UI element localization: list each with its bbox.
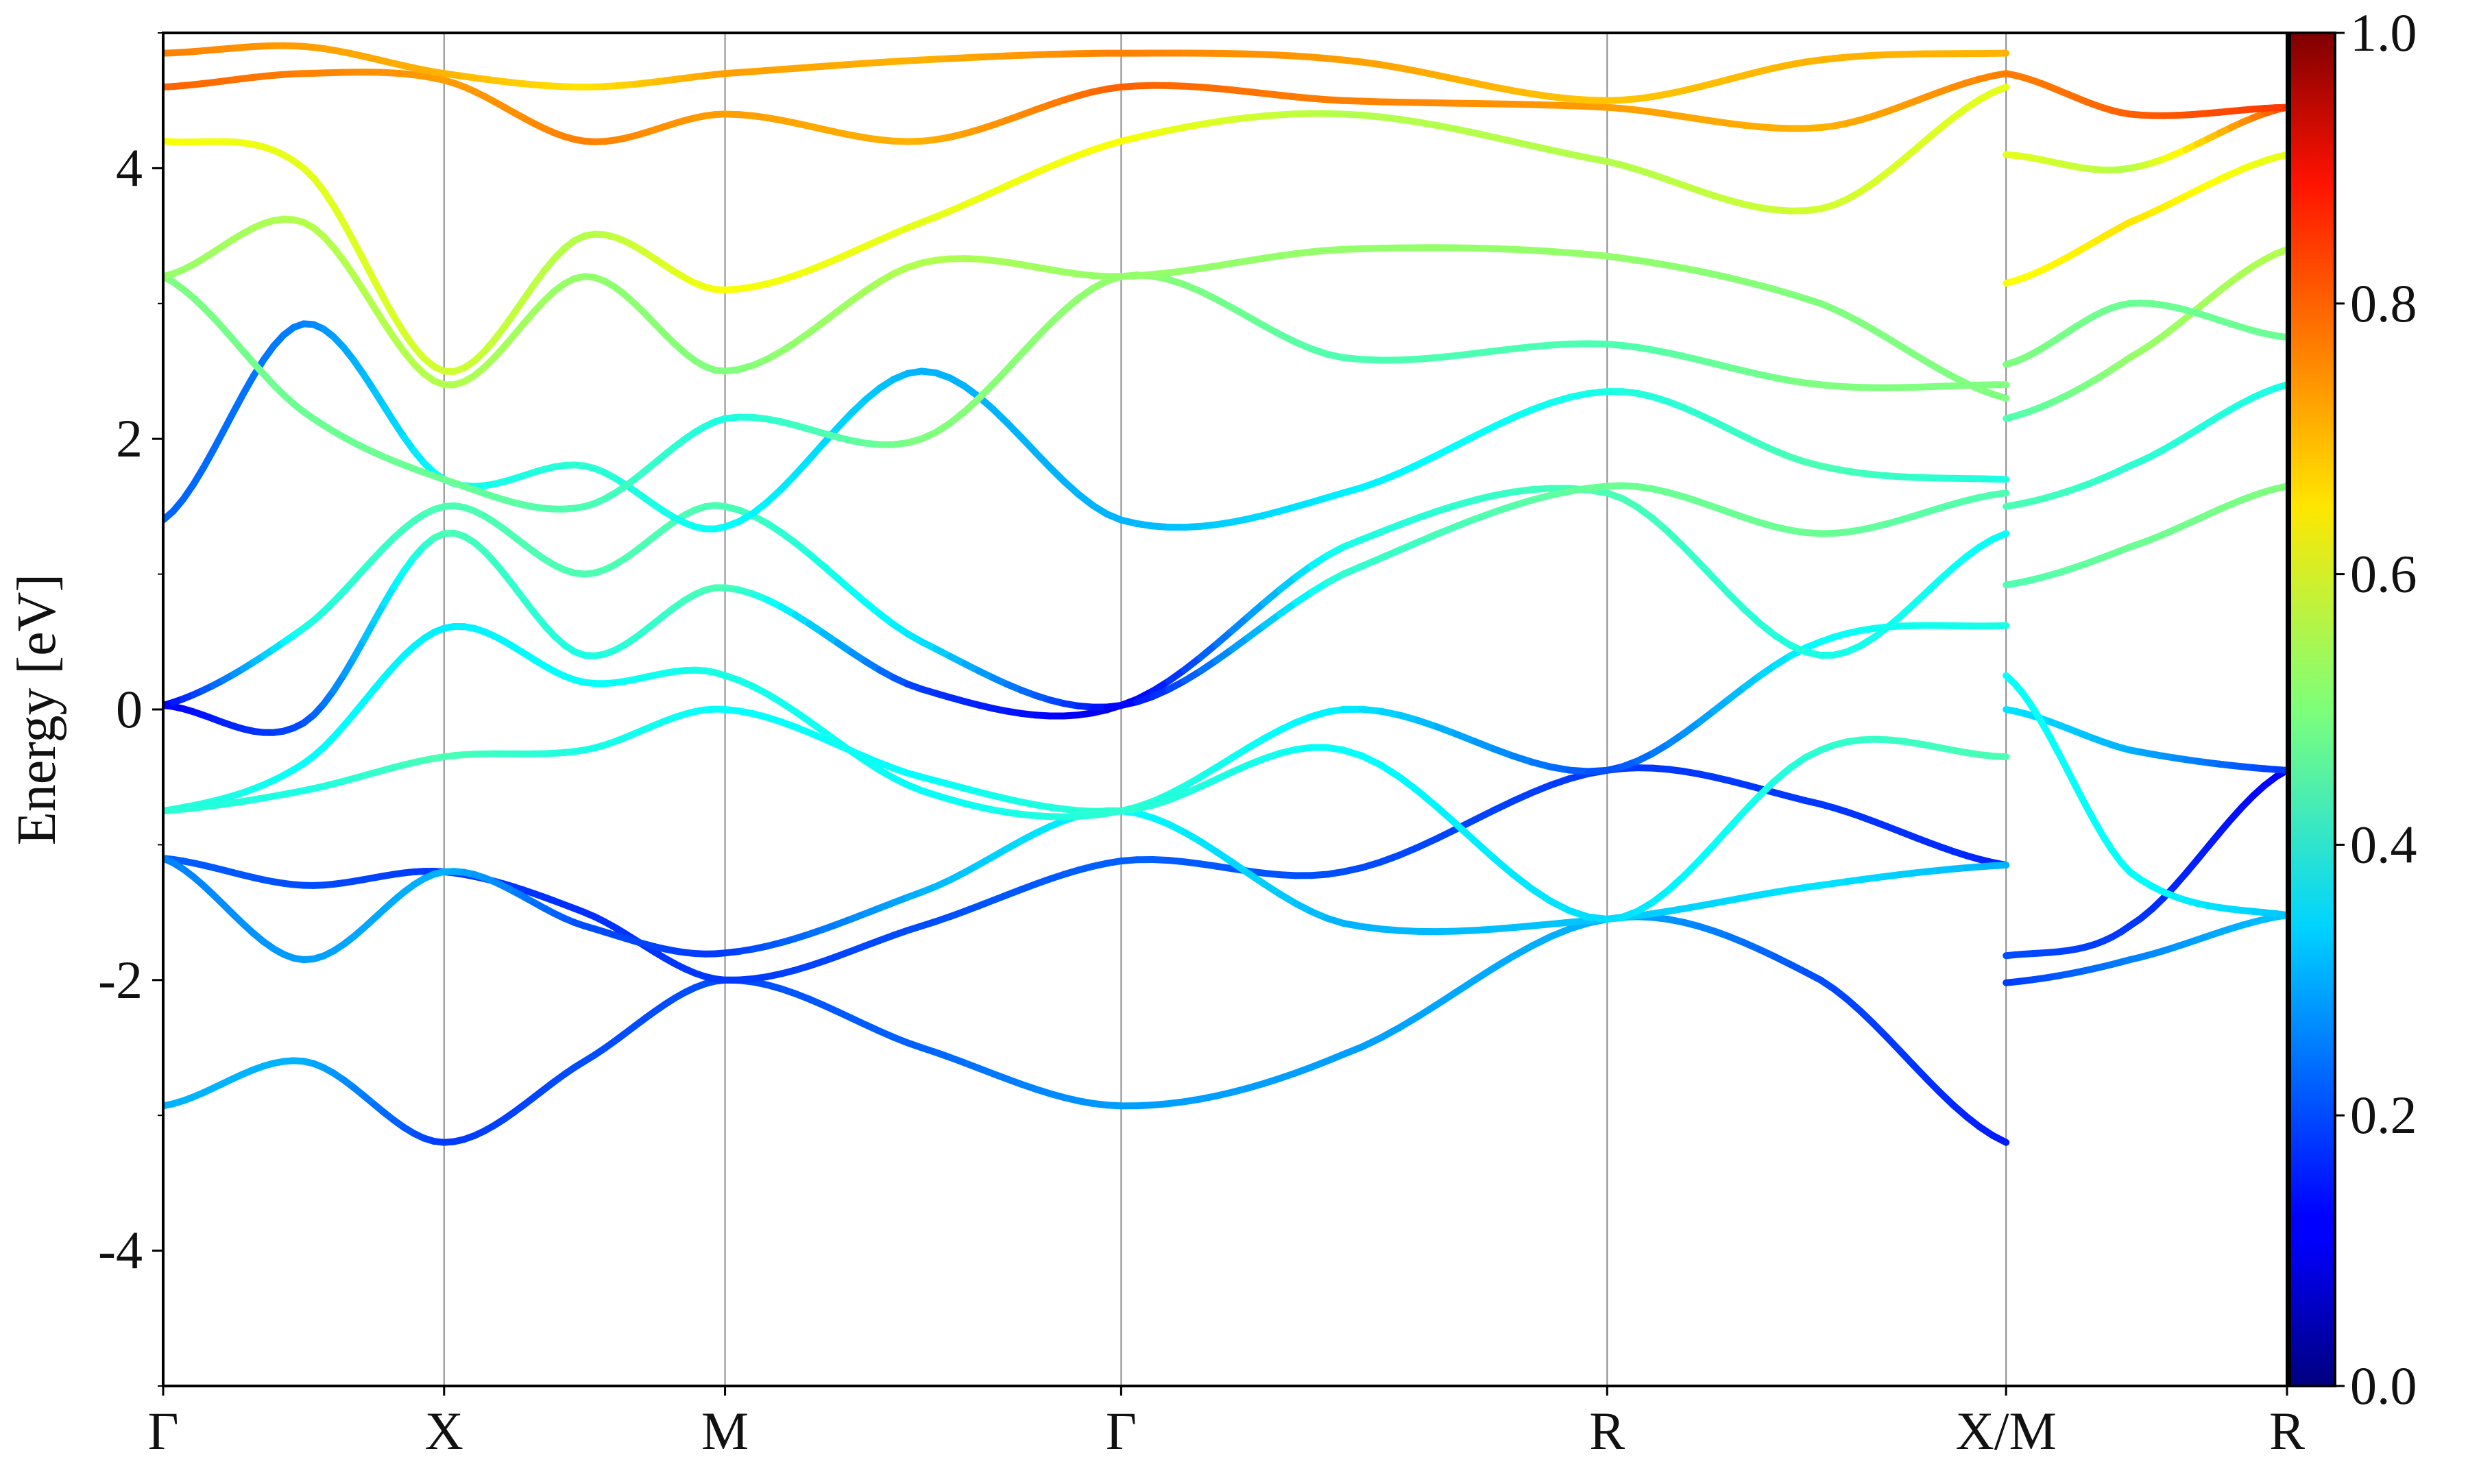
- x-tick-label: X/M: [1956, 1401, 2057, 1461]
- band-segment: [2276, 250, 2287, 254]
- x-tick-label: M: [701, 1401, 749, 1461]
- plot-background: [163, 33, 2287, 1386]
- band-segment: [2276, 385, 2287, 388]
- band-segment: [1993, 626, 2006, 627]
- y-axis-title: Energy [eV]: [7, 574, 67, 845]
- band-segment: [2276, 336, 2287, 337]
- x-tick-label: R: [1589, 1401, 1625, 1461]
- band-segment: [1993, 756, 2006, 757]
- band-segment: [1993, 479, 2006, 480]
- colorbar-tick-label: 0.8: [2350, 273, 2417, 333]
- band-segment: [2276, 486, 2287, 489]
- colorbar-tick-label: 0.6: [2350, 544, 2417, 604]
- band-segment: [1993, 493, 2006, 495]
- colorbar-tick-label: 0.2: [2350, 1085, 2417, 1145]
- y-tick-label: -4: [98, 1221, 143, 1280]
- y-tick-label: -2: [98, 950, 143, 1010]
- band-segment: [2276, 914, 2287, 915]
- y-tick-label: 0: [116, 679, 143, 739]
- band-segment: [1993, 865, 2006, 866]
- x-tick-label: R: [2269, 1401, 2305, 1461]
- x-axis-ticks: Γ X M Γ R X/M R: [147, 1386, 2305, 1461]
- x-tick-label: Γ: [147, 1401, 178, 1461]
- colorbar-tick-label: 0.0: [2350, 1356, 2417, 1415]
- y-axis-ticks: -4 -2 0 2 4: [98, 33, 163, 1386]
- y-tick-label: 4: [116, 138, 143, 197]
- colorbar-tick-label: 0.4: [2350, 814, 2417, 874]
- x-tick-label: X: [425, 1401, 463, 1461]
- band-segment: [2276, 155, 2287, 158]
- x-tick-label: Γ: [1106, 1401, 1137, 1461]
- band-segment: [1993, 394, 2006, 398]
- colorbar: [2290, 33, 2335, 1386]
- colorbar-ticks: 0.0 0.2 0.4 0.6 0.8 1.0: [2335, 3, 2417, 1415]
- colorbar-tick-label: 1.0: [2350, 3, 2417, 62]
- y-tick-label: 2: [116, 409, 143, 468]
